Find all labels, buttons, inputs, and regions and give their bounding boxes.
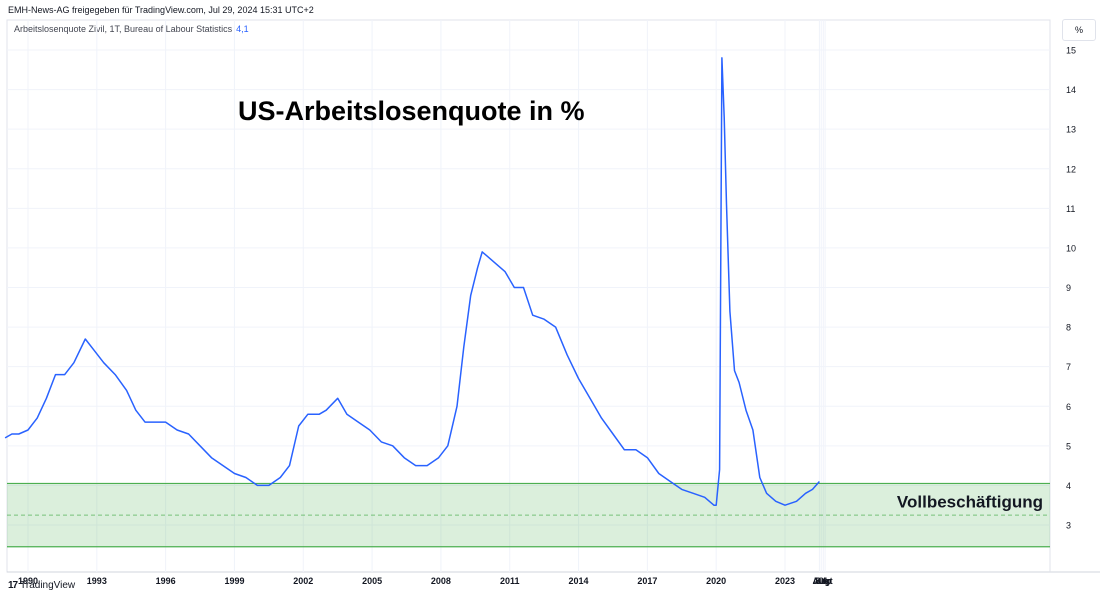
y-tick-label: 7	[1066, 362, 1071, 372]
y-tick-label: 13	[1066, 125, 1076, 135]
x-tick-label: 2020	[706, 576, 726, 586]
tradingview-watermark[interactable]: 17 TradingView	[8, 580, 75, 591]
tradingview-logo-icon: 17	[8, 580, 18, 591]
y-tick-label: 4	[1066, 481, 1071, 491]
y-tick-label: 6	[1066, 402, 1071, 412]
y-tick-label: 3	[1066, 521, 1071, 531]
series-legend-label: Arbeitslosenquote Zivil, 1T, Bureau of L…	[14, 24, 233, 34]
series-legend[interactable]: Arbeitslosenquote Zivil, 1T, Bureau of L…	[14, 24, 249, 34]
x-tick-label: 1996	[156, 576, 176, 586]
x-tick-label: Okt	[818, 576, 833, 586]
x-tick-label: 2014	[569, 576, 589, 586]
unit-selector[interactable]: %	[1062, 19, 1096, 41]
band-label: Vollbeschäftigung	[897, 492, 1043, 511]
x-tick-label: Jul	[813, 576, 826, 586]
y-tick-label: 12	[1066, 164, 1076, 174]
x-tick-label: 2011	[500, 576, 520, 586]
y-tick-label: 8	[1066, 323, 1071, 333]
x-tick-label: 1990	[18, 576, 38, 586]
y-tick-label: 14	[1066, 85, 1076, 95]
y-tick-label: 9	[1066, 283, 1071, 293]
tradingview-brand: TradingView	[20, 580, 76, 591]
y-tick-label: 11	[1066, 204, 1075, 214]
series-legend-value: 4,1	[236, 24, 249, 34]
chart-title: US-Arbeitslosenquote in %	[238, 96, 585, 126]
x-tick-label: Sep	[815, 576, 832, 586]
x-tick-label: 2008	[431, 576, 451, 586]
y-tick-label: 15	[1066, 46, 1076, 56]
unemployment-rate-line	[4, 57, 820, 506]
x-tick-label: 2017	[637, 576, 657, 586]
y-tick-label: 5	[1066, 441, 1071, 451]
x-tick-label: 2023	[775, 576, 795, 586]
y-tick-label: 10	[1066, 243, 1076, 253]
x-tick-label: 2002	[293, 576, 313, 586]
x-tick-label: 1999	[224, 576, 244, 586]
x-tick-label: 2005	[362, 576, 382, 586]
chart-attribution: EMH-News-AG freigegeben für TradingView.…	[8, 5, 314, 15]
x-tick-label: 1993	[87, 576, 107, 586]
x-tick-label: Aug	[812, 576, 830, 586]
